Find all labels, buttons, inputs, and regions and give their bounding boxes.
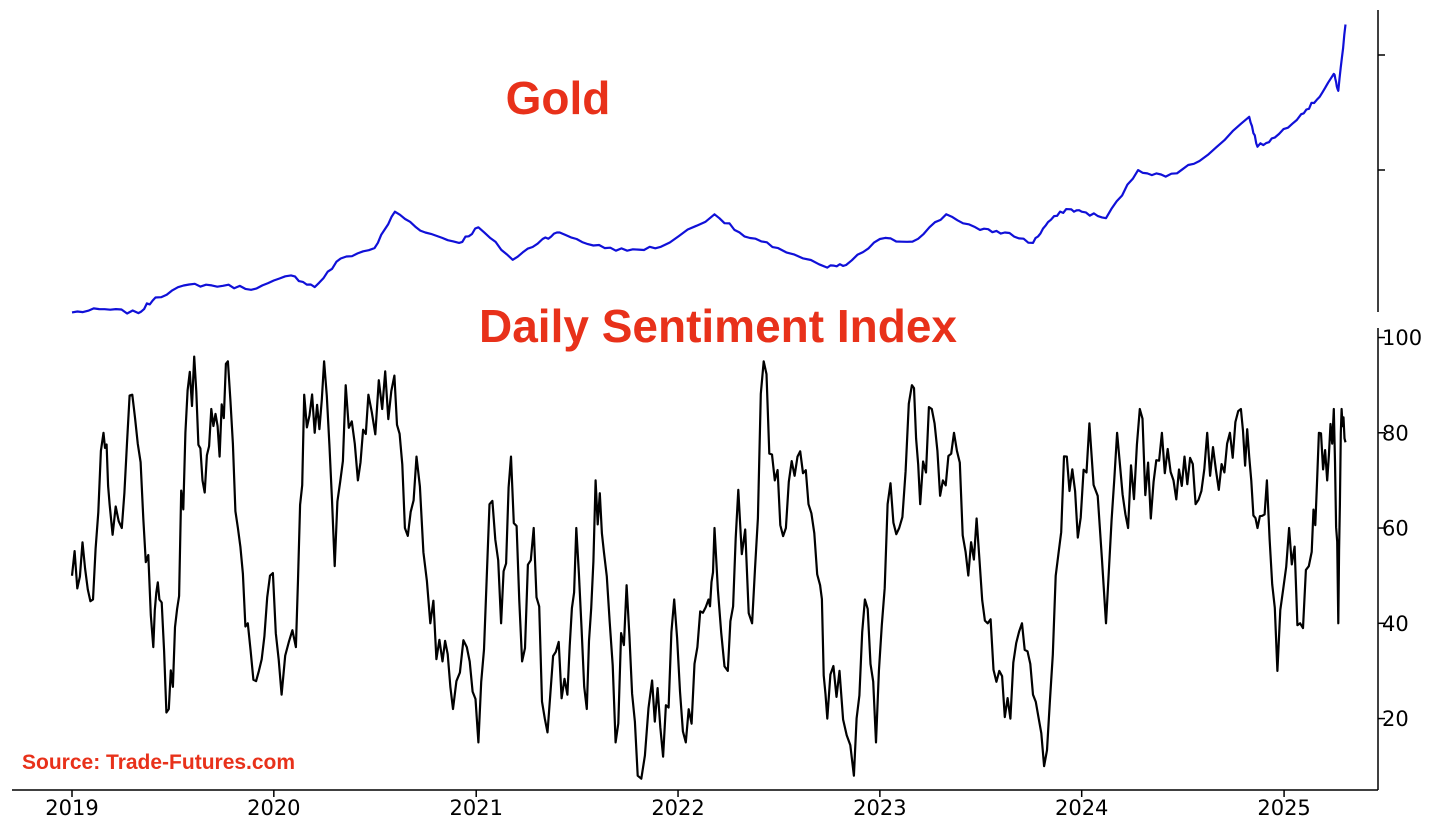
x-tick-label: 2022 xyxy=(651,796,704,820)
x-ticks: 2019 2020 2021 2022 2023 2024 2025 xyxy=(45,790,1311,820)
x-tick-label: 2021 xyxy=(449,796,502,820)
dsi-series-line xyxy=(70,355,1347,780)
dsi-y-tick-label: 40 xyxy=(1382,612,1409,636)
x-tick-label: 2020 xyxy=(247,796,300,820)
dsi-y-ticks: 20 40 60 80 100 xyxy=(1378,326,1422,731)
dsi-y-tick-label: 20 xyxy=(1382,707,1409,731)
x-tick-label: 2019 xyxy=(45,796,98,820)
dsi-y-tick-label: 100 xyxy=(1382,326,1422,350)
source-label: Source: Trade-Futures.com xyxy=(22,751,295,774)
dsi-chart-title: Daily Sentiment Index xyxy=(479,300,957,352)
x-tick-label: 2024 xyxy=(1055,796,1108,820)
gold-series-line xyxy=(71,24,1347,315)
x-tick-label: 2025 xyxy=(1257,796,1310,820)
gold-chart-title: Gold xyxy=(506,72,611,124)
dsi-y-tick-label: 80 xyxy=(1382,421,1409,445)
x-tick-label: 2023 xyxy=(853,796,906,820)
dsi-y-tick-label: 60 xyxy=(1382,517,1409,541)
